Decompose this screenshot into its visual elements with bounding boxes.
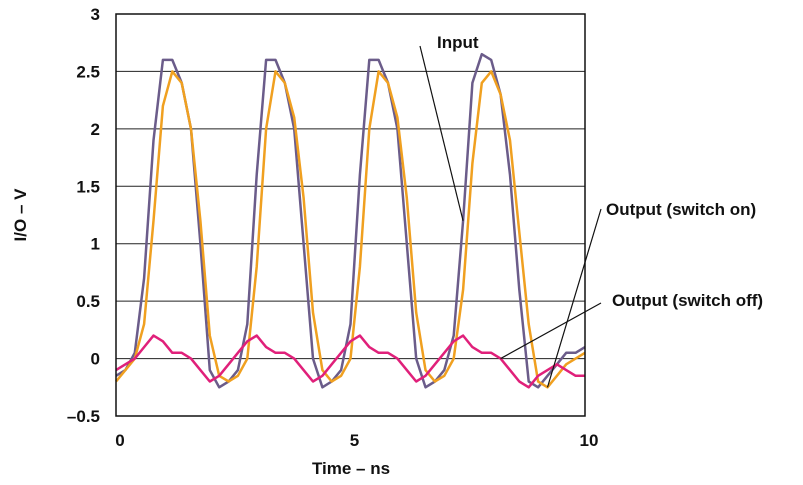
y-tick-labels: 3 2.5 2 1.5 1 0.5 0 –0.5 [67, 5, 100, 426]
x-tick-label: 0 [115, 431, 124, 450]
y-tick-label: 3 [91, 5, 100, 24]
series-layer [115, 52, 586, 389]
series-line-output-switch-off [115, 334, 585, 389]
annotation-leader-input [419, 45, 464, 221]
annotation-output-switch-on: Output (switch on) [606, 200, 756, 219]
x-tick-label: 5 [350, 431, 359, 450]
y-tick-label: 1 [91, 235, 100, 254]
y-tick-label: 2.5 [76, 62, 100, 81]
x-tick-label: 10 [580, 431, 599, 450]
y-tick-label: 0 [91, 350, 100, 369]
x-tick-labels: 0 5 10 [115, 431, 598, 450]
y-tick-label: –0.5 [67, 407, 100, 426]
annotations: Input Output (switch on) Output (switch of… [419, 33, 763, 388]
y-tick-label: 2 [91, 120, 100, 139]
annotation-leader-output-switch-on [546, 208, 602, 388]
y-tick-label: 1.5 [76, 177, 100, 196]
x-axis-title: Time – ns [312, 459, 390, 478]
series-line-output-switch-on [115, 70, 586, 389]
y-tick-label: 0.5 [76, 292, 100, 311]
plot-frame [115, 13, 586, 417]
annotation-leader-output-switch-off [500, 302, 602, 360]
annotation-input: Input [437, 33, 479, 52]
y-axis-title: I/O – V [11, 188, 30, 242]
annotation-output-switch-off: Output (switch off) [612, 291, 763, 310]
